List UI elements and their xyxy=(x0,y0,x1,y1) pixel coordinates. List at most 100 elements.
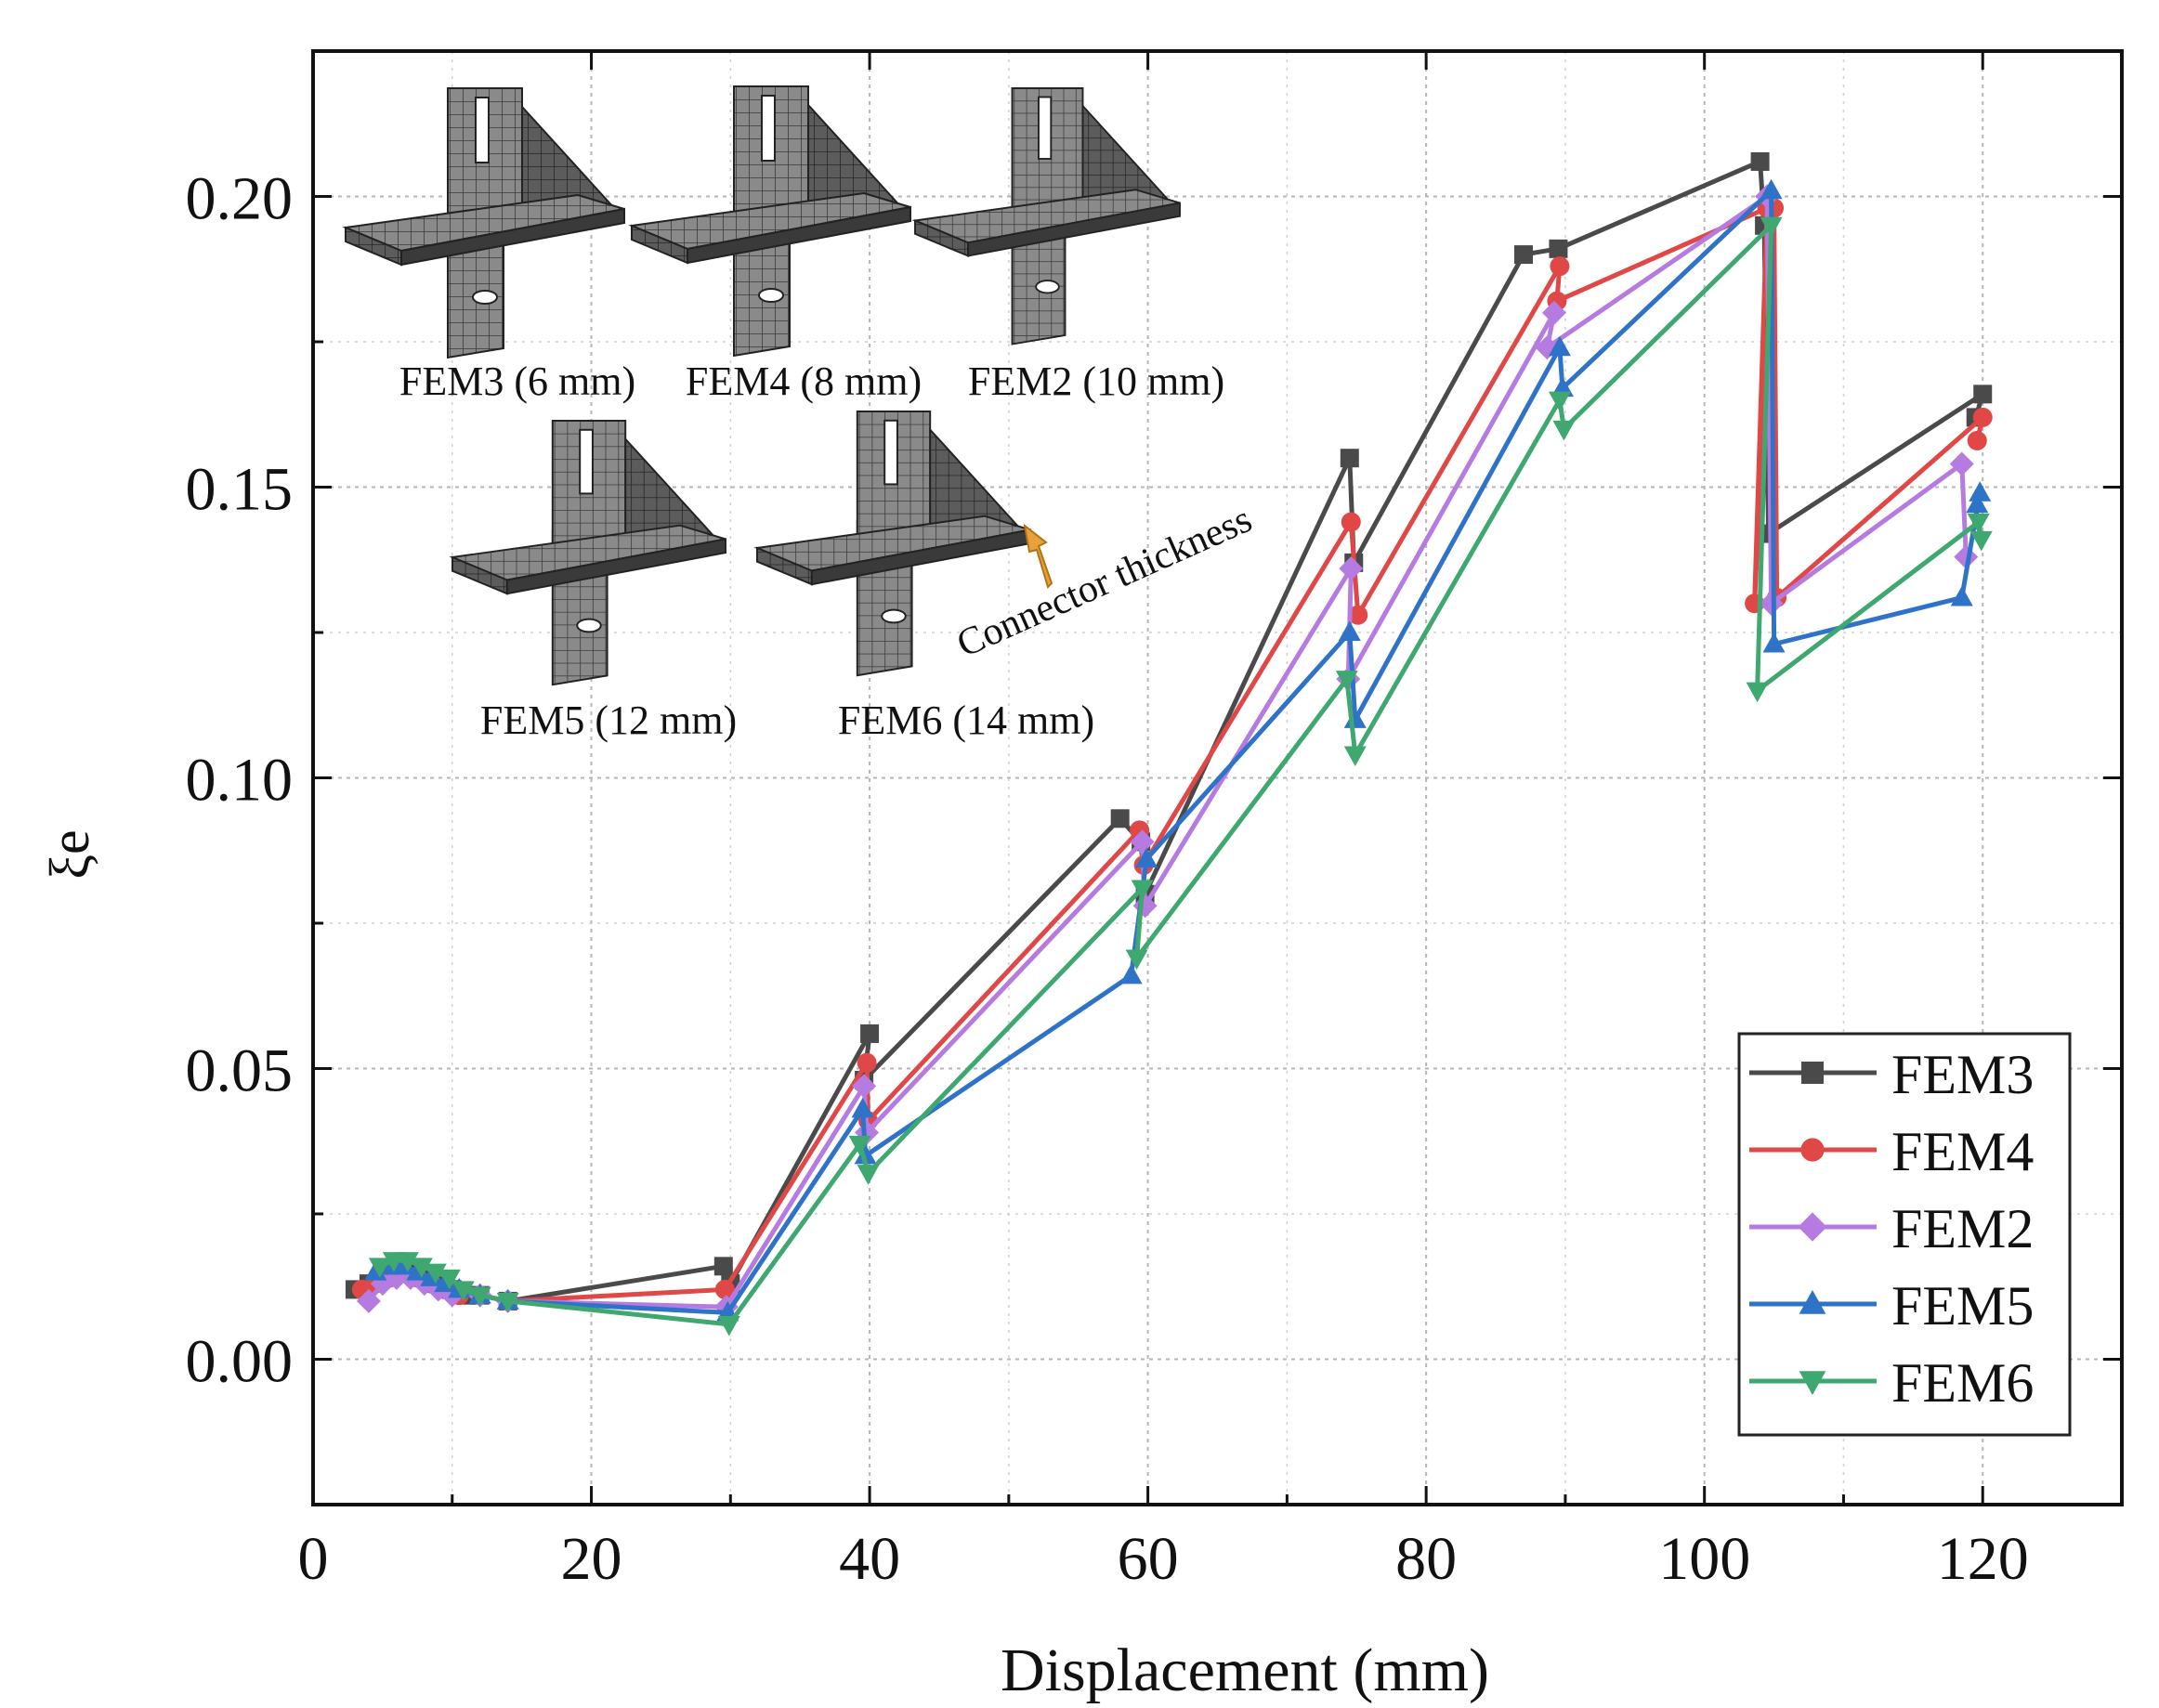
x-tick-label: 80 xyxy=(1395,1525,1457,1593)
data-point xyxy=(852,1074,877,1099)
data-point xyxy=(1131,880,1154,900)
series-fem2 xyxy=(356,184,1979,1320)
data-point xyxy=(1949,451,1974,476)
data-point xyxy=(848,1135,871,1156)
data-point xyxy=(1969,530,1993,552)
inset-label: FEM6 (14 mm) xyxy=(838,698,1094,743)
y-tick-label: 0.20 xyxy=(186,165,294,233)
data-point xyxy=(1340,449,1359,468)
inset-label: FEM4 (8 mm) xyxy=(686,359,922,404)
data-point xyxy=(854,1143,877,1165)
data-point xyxy=(1343,708,1367,728)
data-point xyxy=(1760,178,1783,200)
x-tick-label: 100 xyxy=(1658,1525,1750,1593)
legend-box xyxy=(1737,1032,2072,1437)
data-point xyxy=(1967,514,1990,534)
inset-label: FEM2 (10 mm) xyxy=(968,359,1224,404)
data-point xyxy=(1760,216,1783,238)
legend-label: FEM2 xyxy=(1891,1198,2034,1259)
data-point xyxy=(1541,300,1566,325)
data-point xyxy=(1550,256,1570,277)
data-point xyxy=(451,1281,475,1301)
y-tick-label: 0.05 xyxy=(186,1037,294,1105)
legend: FEM3 FEM4 FEM2 FEM5 FEM6 xyxy=(1737,1032,2072,1437)
data-point xyxy=(860,1023,880,1043)
data-point xyxy=(496,1292,519,1313)
y-tick-label: 0.10 xyxy=(186,747,294,815)
legend-label: FEM3 xyxy=(1891,1044,2034,1105)
data-point xyxy=(1338,620,1361,641)
legend-marker xyxy=(1801,1062,1824,1084)
data-point xyxy=(1548,391,1571,412)
data-point xyxy=(392,1254,415,1275)
data-point xyxy=(1335,671,1358,691)
data-point xyxy=(1746,682,1769,703)
legend-marker xyxy=(1799,1371,1826,1395)
data-point xyxy=(857,1165,880,1185)
x-tick-label: 40 xyxy=(839,1525,900,1593)
data-point xyxy=(356,1288,381,1313)
connector-mesh-icon xyxy=(753,411,1031,677)
data-point xyxy=(1967,430,1987,450)
data-point xyxy=(713,1257,733,1276)
y-axis-label: ξe xyxy=(39,829,100,879)
data-point xyxy=(857,1052,877,1073)
data-point xyxy=(1119,963,1143,984)
x-tick-label: 0 xyxy=(298,1525,329,1593)
data-point xyxy=(717,1315,740,1336)
x-tick-label: 120 xyxy=(1937,1525,2029,1593)
data-point xyxy=(1552,420,1576,441)
data-point xyxy=(438,1269,461,1290)
data-point xyxy=(1343,746,1367,766)
data-point xyxy=(851,1097,874,1118)
data-point xyxy=(714,1279,735,1299)
data-point xyxy=(1513,245,1533,265)
data-point xyxy=(1950,585,1973,606)
connector-mesh-icon xyxy=(449,420,726,686)
data-point xyxy=(406,1260,429,1281)
plot-frame xyxy=(311,49,2124,1506)
connector-insets: FEM3 (6 mm) FEM4 (8 mm) FEM2 (10 mm) FEM5 (… xyxy=(342,85,1224,743)
legend-marker xyxy=(1800,1138,1825,1162)
grid-layer: 0 20 40 60 80 100 120 0.00 0.05 0.10 0.15 0.20 xyxy=(186,49,2122,1593)
series-fem6 xyxy=(368,216,1993,1336)
x-axis-label: Displacement (mm) xyxy=(1001,1636,1489,1704)
data-point xyxy=(1972,407,1993,427)
data-point xyxy=(364,1260,387,1281)
data-point xyxy=(368,1258,391,1278)
series-layer xyxy=(345,151,1993,1336)
data-point xyxy=(1969,481,1992,502)
data-point xyxy=(1759,591,1784,616)
data-point xyxy=(1110,809,1130,828)
annotation-arrow-icon xyxy=(1023,523,1053,589)
data-point xyxy=(396,1252,419,1272)
y-tick-label: 0.15 xyxy=(186,456,294,524)
data-point xyxy=(1762,632,1786,653)
x-tick-label: 60 xyxy=(1118,1525,1179,1593)
data-point xyxy=(1973,385,1993,404)
legend-label: FEM4 xyxy=(1891,1121,2034,1182)
data-point xyxy=(1548,335,1571,357)
legend-marker xyxy=(1798,1212,1827,1242)
data-point xyxy=(410,1258,433,1278)
data-point xyxy=(420,1266,443,1286)
y-tick-label: 0.00 xyxy=(186,1328,294,1396)
legend-label: FEM5 xyxy=(1891,1275,2034,1336)
connector-mesh-icon xyxy=(342,87,625,359)
data-point xyxy=(1341,512,1361,532)
inset-label: FEM3 (6 mm) xyxy=(399,359,635,404)
legend-label: FEM6 xyxy=(1891,1352,2034,1414)
legend-marker xyxy=(1799,1290,1826,1314)
inset-label: FEM5 (12 mm) xyxy=(480,698,737,743)
data-point xyxy=(1549,239,1568,258)
data-point xyxy=(1130,829,1155,854)
data-point xyxy=(1348,605,1368,625)
data-point xyxy=(1966,492,1989,514)
data-point xyxy=(424,1263,447,1284)
data-point xyxy=(1339,556,1364,581)
connector-mesh-icon xyxy=(628,85,911,358)
connector-mesh-icon xyxy=(911,87,1181,346)
data-point xyxy=(1125,949,1148,971)
data-point xyxy=(1135,847,1158,868)
